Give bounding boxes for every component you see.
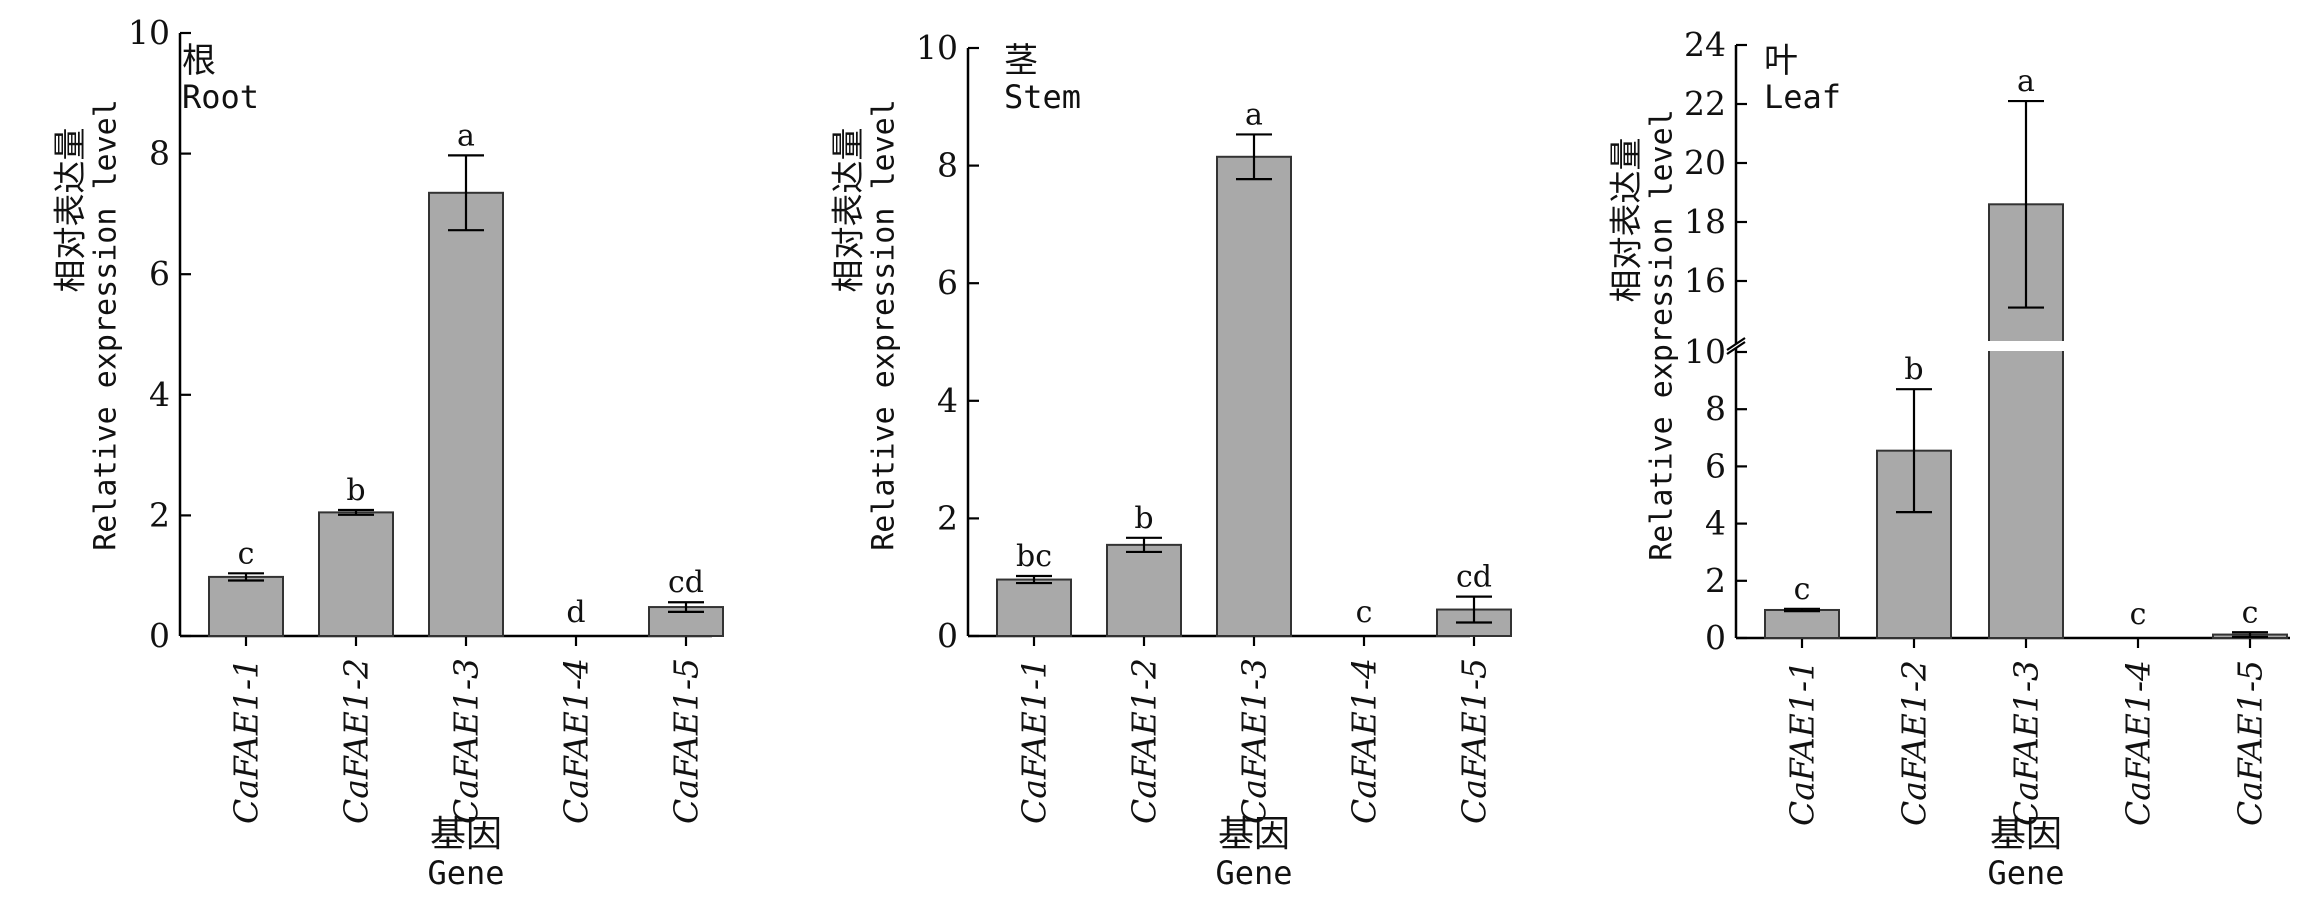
- y-tick-label: 18: [1684, 202, 1726, 241]
- x-axis-title-en: Gene: [1987, 854, 2064, 892]
- y-tick-label: 4: [937, 381, 958, 420]
- significance-letter: c: [2130, 597, 2147, 632]
- significance-letter: a: [1245, 97, 1263, 132]
- significance-letter: a: [2017, 64, 2035, 99]
- category-label: CaFAE1-3: [2007, 660, 2046, 826]
- bar: [428, 191, 504, 637]
- category-label: CaFAE1-1: [1015, 658, 1054, 824]
- tissue-label-en: Root: [182, 78, 259, 116]
- y-tick-label: 0: [1705, 618, 1726, 657]
- y-tick-label: 8: [937, 146, 958, 185]
- y-axis-title-en: Relative expression level: [1645, 109, 1680, 561]
- tissue-label-en: Stem: [1004, 78, 1081, 116]
- significance-letter: c: [238, 536, 255, 571]
- y-axis-title-zh: 相对表达量: [1607, 138, 1646, 303]
- significance-letter: c: [2242, 595, 2259, 630]
- bar: [1764, 608, 1840, 639]
- y-tick-label: 10: [1684, 332, 1726, 371]
- tissue-label-zh: 根: [182, 41, 216, 81]
- axis-break-mark: [1726, 341, 1746, 355]
- significance-letter: c: [1356, 595, 1373, 630]
- chart-panel-root: 0 2 4 6 8 10 c CaFAE1-1 b CaFAE1-2 a CaFAE1-3 d CaFAE…: [51, 13, 724, 892]
- x-axis-title-zh: 基因: [1218, 814, 1290, 855]
- category-label: CaFAE1-3: [447, 658, 486, 824]
- tissue-label-zh: 叶: [1764, 41, 1798, 81]
- tissue-label-en: Leaf: [1764, 78, 1841, 116]
- bar: [208, 575, 284, 638]
- significance-letter: bc: [1016, 539, 1052, 574]
- significance-letter: cd: [668, 565, 704, 600]
- category-label: CaFAE1-1: [227, 658, 266, 824]
- category-label: CaFAE1-4: [557, 658, 596, 824]
- significance-letter: d: [566, 595, 585, 630]
- y-tick-label: 2: [149, 495, 170, 534]
- y-tick-label: 20: [1684, 143, 1726, 182]
- category-label: CaFAE1-4: [2119, 660, 2158, 826]
- category-label: CaFAE1-2: [1895, 660, 1934, 826]
- y-tick-label: 10: [128, 13, 170, 52]
- y-axis-title-en: Relative expression level: [867, 99, 902, 551]
- significance-letter: a: [457, 118, 475, 153]
- category-label: CaFAE1-5: [2231, 660, 2270, 826]
- y-tick-label: 0: [149, 616, 170, 655]
- category-label: CaFAE1-2: [1125, 658, 1164, 824]
- chart-panel-leaf: 02468101618202224cCaFAE1-1bCaFAE1-2aCaFA…: [1607, 25, 2290, 892]
- bar: [1106, 543, 1182, 637]
- y-tick-label: 8: [1705, 389, 1726, 428]
- y-tick-label: 8: [149, 134, 170, 173]
- x-axis-title-en: Gene: [1215, 854, 1292, 892]
- bar: [1216, 155, 1292, 637]
- y-tick-label: 2: [937, 498, 958, 537]
- y-tick-label: 10: [916, 28, 958, 67]
- x-axis-title-en: Gene: [427, 854, 504, 892]
- significance-letter: cd: [1456, 560, 1492, 595]
- bar-break-gap: [1986, 341, 2066, 351]
- chart-panel-stem: 0 2 4 6 8 10 bc CaFAE1-1 b CaFAE1-2 a CaFAE1-3 c CaFA…: [829, 28, 1512, 892]
- y-tick-label: 2: [1705, 561, 1726, 600]
- significance-letter: b: [1904, 352, 1923, 387]
- y-tick-label: 24: [1684, 25, 1726, 64]
- significance-letter: b: [346, 473, 365, 508]
- category-label: CaFAE1-5: [1455, 658, 1494, 824]
- y-tick-label: 0: [937, 616, 958, 655]
- y-tick-label: 4: [1705, 504, 1726, 543]
- axis-break-mark: [1726, 337, 1746, 351]
- y-tick-label: 6: [1705, 446, 1726, 485]
- y-tick-label: 6: [937, 263, 958, 302]
- significance-letter: c: [1794, 572, 1811, 607]
- y-tick-label: 6: [149, 254, 170, 293]
- y-axis-title-zh: 相对表达量: [829, 128, 868, 293]
- y-tick-label: 4: [149, 375, 170, 414]
- tissue-label-zh: 茎: [1004, 41, 1038, 81]
- bar: [996, 578, 1072, 637]
- category-label: CaFAE1-1: [1783, 660, 1822, 826]
- x-axis-title-zh: 基因: [430, 814, 502, 855]
- y-tick-label: 22: [1684, 84, 1726, 123]
- category-label: CaFAE1-4: [1345, 658, 1384, 824]
- category-label: CaFAE1-2: [337, 658, 376, 824]
- x-axis-title-zh: 基因: [1990, 814, 2062, 855]
- y-axis-title-zh: 相对表达量: [51, 128, 90, 293]
- y-tick-label: 16: [1684, 261, 1726, 300]
- significance-letter: b: [1134, 501, 1153, 536]
- category-label: CaFAE1-5: [667, 658, 706, 824]
- bar: [318, 511, 394, 638]
- y-axis-title-en: Relative expression level: [89, 99, 124, 551]
- category-label: CaFAE1-3: [1235, 658, 1274, 824]
